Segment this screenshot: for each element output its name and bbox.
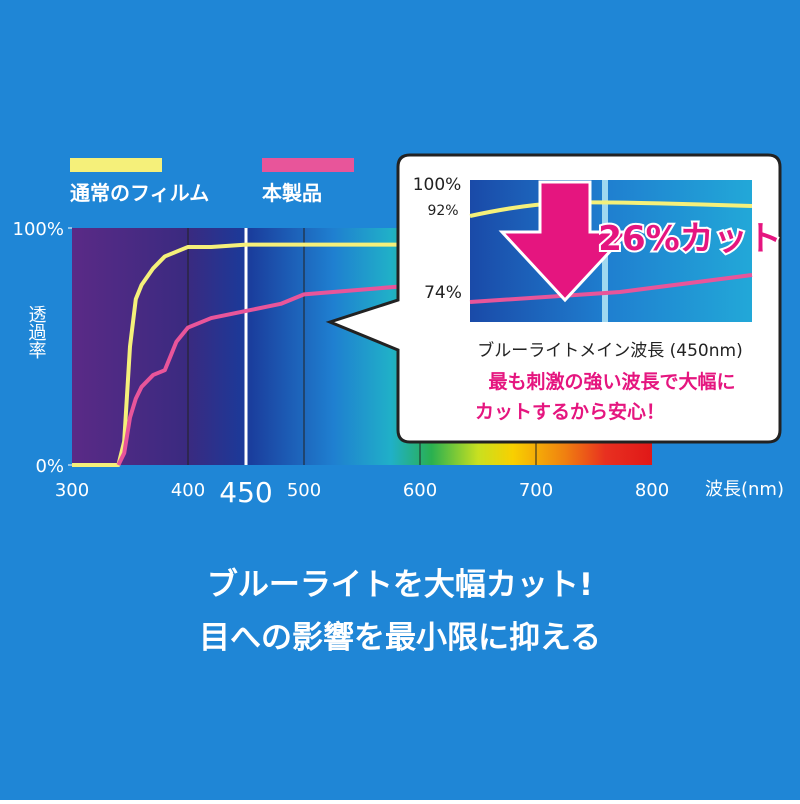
y-tick-label: 100% [13,219,64,240]
line [72,242,652,467]
note: カットするから安心！ [475,400,665,423]
x-axis-label: 波長(nm) [705,479,784,500]
legend-swatch [70,158,162,172]
x-tick-label: 450 [219,476,272,509]
x-tick-label: 400 [171,480,205,501]
y-axis-label: 透過率 [26,305,47,359]
inset-line [469,273,753,304]
x-tick-label: 700 [519,480,553,501]
legend-swatch [262,158,354,172]
x-tick-label: 600 [403,480,437,501]
x-tick-label: 500 [287,480,321,501]
inset-label: 74% [424,283,462,303]
line [116,273,653,466]
headline: ブルーライトを大幅カット! [207,567,593,603]
note: 最も刺激の強い波長で大幅に [488,370,735,393]
x-tick-label: 300 [55,480,89,501]
legend-label: 通常のフィルム [70,181,209,205]
main-wave: ブルーライトメイン波長 (450nm) [477,340,742,361]
inset-label: 92% [427,203,458,219]
arrow [498,180,632,303]
y-tick-label: 0% [35,456,64,477]
inset-label: 100% [413,175,462,195]
legend-label: 本製品 [262,181,322,205]
headline: 目への影響を最小限に抑える [199,620,601,656]
x-tick-label: 800 [635,480,669,501]
cut-label: 26%カット [598,219,781,259]
callout: 100% 92% 74% 26%カット ブルーライトメイン波長 (450nm) … [325,153,784,444]
